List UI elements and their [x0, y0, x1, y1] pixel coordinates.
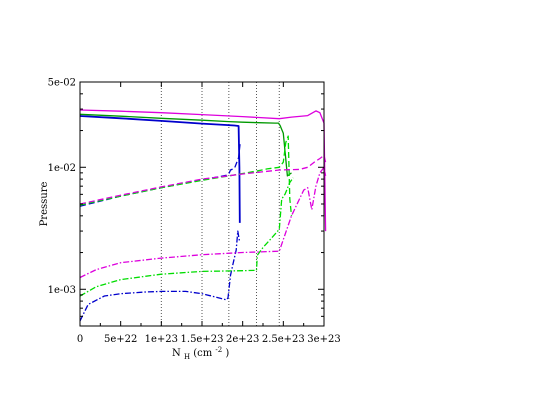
x-tick-label: 2.5e+23 [262, 334, 305, 345]
x-tick-label: 2e+23 [226, 334, 259, 345]
x-axis-label-main: N [172, 348, 181, 359]
x-axis-label-unit: (cm [193, 348, 213, 359]
series-line-5 [79, 135, 293, 216]
series-line-1 [79, 115, 241, 223]
series-lines [79, 109, 327, 322]
y-axis: 1e-03 1e-02 5e-02 [48, 78, 324, 317]
series-line-8 [79, 154, 327, 205]
y-tick-label: 1e-02 [48, 163, 76, 174]
x-axis-label-close: ) [225, 348, 229, 359]
x-tick-label: 5e+22 [104, 334, 137, 345]
x-tick-label: 1e+23 [145, 334, 178, 345]
y-axis-label: Pressure [39, 182, 50, 227]
x-axis-label-subscript: H [184, 353, 190, 361]
series-line-4 [79, 113, 292, 177]
y-tick-label: 5e-02 [48, 78, 76, 89]
x-axis-label-exponent: -2 [215, 346, 222, 354]
x-tick-label: 3e+23 [307, 334, 340, 345]
series-line-3 [79, 230, 241, 322]
x-axis-label: N H (cm -2 ) [172, 344, 229, 362]
series-line-6 [79, 177, 294, 297]
series-line-2 [79, 142, 241, 207]
y-tick-label: 1e-03 [48, 285, 76, 296]
series-line-7 [79, 109, 327, 232]
x-tick-label: 0 [77, 334, 83, 345]
x-tick-label: 1.5e+23 [181, 334, 224, 345]
x-axis: 0 5e+22 1e+23 1.5e+23 2e+23 2.5e+23 3e+23 [77, 82, 341, 345]
